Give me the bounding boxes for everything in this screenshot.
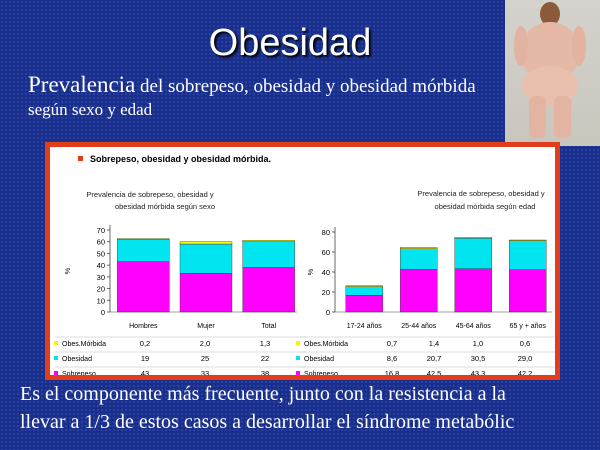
bar-sobrepeso-45-64-anos <box>454 268 492 313</box>
category-label: 25-44 años <box>401 323 437 330</box>
slide-subtitle: Prevalencia del sobrepeso, obesidad y ob… <box>28 72 476 98</box>
bar-obes-morbida-25-44-anos <box>400 247 438 250</box>
table-value: 8,6 <box>387 354 397 363</box>
table-value: 42,2 <box>518 369 533 375</box>
category-label: 65 y + años <box>510 323 547 330</box>
table-value: 33 <box>201 369 209 375</box>
legend-label-obes-morbida: Obes.Mórbida <box>304 341 348 348</box>
table-value: 2,0 <box>200 339 210 348</box>
bar-obesidad-total <box>242 241 295 268</box>
table-value: 0,7 <box>387 339 397 348</box>
y-tick-label: 60 <box>97 238 105 247</box>
bar-obesidad-65-y-anos <box>509 240 547 271</box>
bar-sobrepeso-17-24-anos <box>345 294 383 313</box>
table-value: 0,6 <box>520 339 530 348</box>
category-label: 45-64 años <box>456 323 492 330</box>
table-value: 20,7 <box>427 354 442 363</box>
bar-obes-morbida-45-64-anos <box>454 236 492 239</box>
table-value: 0,2 <box>140 339 150 348</box>
chart-sexo: Prevalencia de sobrepeso, obesidad y obes… <box>54 190 306 378</box>
legend-swatch-obes-morbida <box>296 341 300 345</box>
bar-obes-morbida-17-24-anos <box>345 285 383 287</box>
legend-swatch-obes-morbida <box>54 341 58 345</box>
table-value: 1,3 <box>260 339 270 348</box>
y-tick-label: 40 <box>322 268 330 277</box>
bar-sobrepeso-65-y-anos <box>509 269 547 313</box>
bar-obes-morbida-hombres <box>117 238 170 240</box>
bar-obes-morbida-mujer <box>179 241 233 245</box>
table-value: 29,0 <box>518 354 533 363</box>
category-label: 17-24 años <box>347 323 383 330</box>
bar-obesidad-25-44-anos <box>400 248 438 270</box>
person-photo <box>505 0 600 146</box>
table-value: 42,5 <box>427 369 442 375</box>
panel-heading: Sobrepeso, obesidad y obesidad mórbida. <box>90 154 271 164</box>
bar-obesidad-17-24-anos <box>345 286 383 296</box>
chart-panel: Sobrepeso, obesidad y obesidad mórbida. … <box>45 142 560 380</box>
y-tick-label: 10 <box>97 296 105 305</box>
table-value: 1,0 <box>473 339 483 348</box>
body-text-line2: llevar a 1/3 de estos casos a desarrolla… <box>20 411 515 433</box>
y-tick-label: 30 <box>97 273 105 282</box>
heading-bullet <box>78 156 83 161</box>
legend-swatch-obesidad <box>296 356 300 360</box>
legend-label-obesidad: Obesidad <box>62 356 92 363</box>
slide-title: Obesidad <box>208 22 372 64</box>
table-value: 25 <box>201 354 209 363</box>
y-tick-label: 80 <box>322 228 330 237</box>
subtitle-prevalencia: Prevalencia <box>28 72 136 97</box>
subtitle-rest: del sobrepeso, obesidad y obesidad mórbi… <box>135 76 476 97</box>
category-label: Total <box>261 323 276 330</box>
y-tick-label: 50 <box>97 249 105 258</box>
bar-obes-morbida-65-y-anos <box>509 239 547 242</box>
legend-swatch-obesidad <box>54 356 58 360</box>
y-axis-label: % <box>306 268 315 275</box>
legend-label-sobrepeso: Sobrepeso <box>304 371 338 375</box>
bar-sobrepeso-mujer <box>179 273 233 313</box>
table-value: 1,4 <box>429 339 439 348</box>
y-tick-label: 40 <box>97 261 105 270</box>
y-axis-label: % <box>63 267 72 274</box>
table-value: 22 <box>261 354 269 363</box>
bar-sobrepeso-hombres <box>117 261 170 313</box>
legend-label-obesidad: Obesidad <box>304 356 334 363</box>
bar-sobrepeso-25-44-anos <box>400 269 438 313</box>
y-tick-label: 70 <box>97 226 105 235</box>
table-value: 43 <box>141 369 149 375</box>
category-label: Hombres <box>129 323 158 330</box>
chart-title-line1: Prevalencia de sobrepeso, obesidad y <box>86 190 213 199</box>
legend-label-obes-morbida: Obes.Mórbida <box>62 341 106 348</box>
chart-title-line1: Prevalencia de sobrepeso, obesidad y <box>417 189 544 198</box>
legend-swatch-sobrepeso <box>296 371 300 375</box>
y-tick-label: 20 <box>322 288 330 297</box>
charts-svg: Sobrepeso, obesidad y obesidad mórbida. … <box>54 154 555 378</box>
table-value: 16,8 <box>385 369 400 375</box>
bar-obesidad-hombres <box>117 239 170 262</box>
y-tick-label: 0 <box>101 308 105 317</box>
chart-title-line2: obesidad mórbida según sexo <box>115 202 215 211</box>
chart-panel-inner: Sobrepeso, obesidad y obesidad mórbida. … <box>50 147 555 378</box>
bar-sobrepeso-total <box>242 267 295 313</box>
body-text-line1: Es el componente más frecuente, junto co… <box>20 383 506 405</box>
chart-edad: Prevalencia de sobrepeso, obesidad y obes… <box>296 189 555 378</box>
table-value: 38 <box>261 369 269 375</box>
table-value: 19 <box>141 354 149 363</box>
category-label: Mujer <box>197 323 215 330</box>
slide-subtitle-line2: según sexo y edad <box>28 100 153 119</box>
y-tick-label: 60 <box>322 248 330 257</box>
table-value: 30,5 <box>471 354 486 363</box>
chart-title-line2: obesidad mórbida según edad <box>435 202 536 211</box>
legend-swatch-sobrepeso <box>54 371 58 375</box>
y-tick-label: 20 <box>97 285 105 294</box>
bar-obes-morbida-total <box>242 239 295 242</box>
bar-obesidad-mujer <box>179 243 233 274</box>
y-tick-label: 0 <box>326 308 330 317</box>
bar-obesidad-45-64-anos <box>454 237 492 269</box>
table-value: 43,3 <box>471 369 486 375</box>
legend-label-sobrepeso: Sobrepeso <box>62 371 96 375</box>
